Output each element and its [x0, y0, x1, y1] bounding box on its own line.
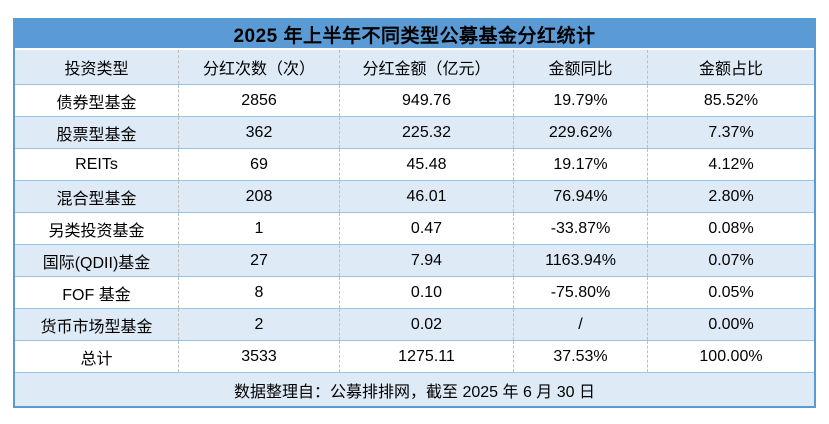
table-row-fof-funds: FOF 基金 8 0.10 -75.80% 0.05%: [15, 277, 814, 309]
cell-fund-type: FOF 基金: [15, 277, 179, 308]
cell-dividend-count: 27: [179, 245, 340, 276]
table-row-qdii-funds: 国际(QDII)基金 27 7.94 1163.94% 0.07%: [15, 245, 814, 277]
cell-amount-share: 2.80%: [708, 187, 754, 205]
cell-amount-share: 0.07%: [708, 251, 754, 269]
cell-fund-type: 货币市场型基金: [15, 309, 179, 340]
cell-dividend-count: 3533: [179, 341, 340, 372]
cell-dividend-count: 2856: [179, 85, 340, 116]
cell-dividend-count: 8: [179, 277, 340, 308]
cell-amount-yoy: 1163.94%: [514, 245, 648, 276]
table-row-hybrid-funds: 混合型基金 208 46.01 76.94% 2.80%: [15, 181, 814, 213]
cell-amount-yoy: -33.87%: [514, 213, 648, 244]
cell-fund-type: 国际(QDII)基金: [15, 245, 179, 276]
cell-fund-type: 另类投资基金: [15, 213, 179, 244]
cell-dividend-amount: 0.47: [340, 213, 514, 244]
cell-amount-share: 100.00%: [699, 347, 763, 365]
cell-dividend-count: 208: [179, 181, 340, 212]
cell-amount-share: 0.00%: [708, 315, 754, 333]
cell-dividend-count: 2: [179, 309, 340, 340]
column-header-amount-yoy: 金额同比: [514, 50, 648, 84]
cell-dividend-count: 362: [179, 117, 340, 148]
table-row-total: 总计 3533 1275.11 37.53% 100.00%: [15, 341, 814, 373]
column-header-dividend-count: 分红次数（次）: [179, 50, 340, 84]
column-header-dividend-amount: 分红金额（亿元）: [340, 50, 514, 84]
table-row-alternative-funds: 另类投资基金 1 0.47 -33.87% 0.08%: [15, 213, 814, 245]
column-header-amount-share: 金额占比: [698, 61, 763, 78]
cell-fund-type: 混合型基金: [15, 181, 179, 212]
column-header-fund-type: 投资类型: [15, 50, 179, 84]
cell-amount-share: 0.05%: [708, 283, 754, 301]
cell-dividend-amount: 0.10: [340, 277, 514, 308]
cell-amount-yoy: -75.80%: [514, 277, 648, 308]
cell-dividend-amount: 7.94: [340, 245, 514, 276]
cell-fund-type: 债券型基金: [15, 85, 179, 116]
cell-dividend-count: 1: [179, 213, 340, 244]
cell-dividend-amount: 46.01: [340, 181, 514, 212]
cell-amount-share: 7.37%: [708, 123, 754, 141]
cell-fund-type: 总计: [15, 341, 179, 372]
cell-amount-yoy: 76.94%: [514, 181, 648, 212]
cell-amount-yoy: 229.62%: [514, 117, 648, 148]
table-row-bond-funds: 债券型基金 2856 949.76 19.79% 85.52%: [15, 85, 814, 117]
cell-amount-yoy: /: [514, 309, 648, 340]
cell-dividend-amount: 949.76: [340, 85, 514, 116]
cell-fund-type: 股票型基金: [15, 117, 179, 148]
cell-amount-share: 85.52%: [703, 91, 759, 109]
table-row-money-market-funds: 货币市场型基金 2 0.02 / 0.00%: [15, 309, 814, 341]
cell-dividend-amount: 1275.11: [340, 341, 514, 372]
cell-amount-share: 0.08%: [708, 219, 754, 237]
cell-dividend-amount: 225.32: [340, 117, 514, 148]
cell-amount-share: 4.12%: [708, 155, 754, 173]
cell-amount-yoy: 37.53%: [514, 341, 648, 372]
cell-amount-yoy: 19.79%: [514, 85, 648, 116]
fund-dividend-table: 2025 年上半年不同类型公募基金分红统计 投资类型 分红次数（次） 分红金额（…: [13, 18, 816, 408]
cell-amount-yoy: 19.17%: [514, 149, 648, 180]
cell-dividend-amount: 45.48: [340, 149, 514, 180]
cell-dividend-amount: 0.02: [340, 309, 514, 340]
table-title: 2025 年上半年不同类型公募基金分红统计: [15, 20, 814, 50]
table-row-equity-funds: 股票型基金 362 225.32 229.62% 7.37%: [15, 117, 814, 149]
cell-dividend-count: 69: [179, 149, 340, 180]
cell-fund-type: REITs: [15, 149, 179, 180]
table-header-row: 投资类型 分红次数（次） 分红金额（亿元） 金额同比 金额占比: [15, 50, 814, 85]
table-row-reits: REITs 69 45.48 19.17% 4.12%: [15, 149, 814, 181]
data-source-note: 数据整理自：公募排排网，截至 2025 年 6 月 30 日: [15, 373, 814, 406]
